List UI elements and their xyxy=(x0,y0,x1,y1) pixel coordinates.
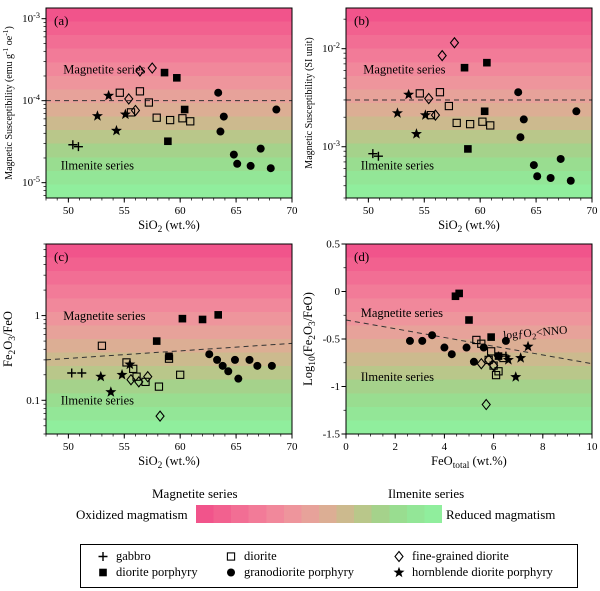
colorbar-ilmenite-series-label: Ilmenite series xyxy=(388,486,465,501)
svg-text:Magnetite series: Magnetite series xyxy=(363,63,445,77)
legend-item-diorite: diorite xyxy=(223,549,391,564)
svg-text:SiO2 (wt.%): SiO2 (wt.%) xyxy=(438,218,500,235)
legend-label: diorite xyxy=(244,549,277,563)
svg-text:10: 10 xyxy=(587,441,599,453)
legend-label: gabbro xyxy=(116,549,151,563)
legend-label: diorite porphyry xyxy=(116,565,198,579)
svg-text:Log10(Fe2O3/FeO): Log10(Fe2O3/FeO) xyxy=(301,292,318,386)
open-square-icon xyxy=(226,552,236,561)
svg-text:Magnetite series: Magnetite series xyxy=(63,63,145,77)
svg-text:70: 70 xyxy=(287,441,299,453)
svg-text:10-5: 10-5 xyxy=(22,175,40,189)
legend-label: granodiorite porphyry xyxy=(244,565,355,579)
svg-text:10-2: 10-2 xyxy=(322,41,340,55)
svg-text:50: 50 xyxy=(63,441,75,453)
svg-text:-1.5: -1.5 xyxy=(323,429,341,441)
panel-a-chart: Magnetite series Ilmenite series 50 55 60 65 7… xyxy=(1,7,299,235)
svg-text:Magnetic Susceptibility (SI un: Magnetic Susceptibility (SI unit) xyxy=(304,37,315,168)
filled-circle-icon xyxy=(227,568,235,577)
panel-b-chart: Magnetite series Ilmenite series 50 55 60 65 7… xyxy=(304,7,599,235)
legend: gabbro diorite fine-grained diorite diorite… xyxy=(80,544,578,588)
svg-text:55: 55 xyxy=(419,205,431,217)
svg-text:(a): (a) xyxy=(54,13,68,28)
svg-text:50: 50 xyxy=(63,205,75,217)
legend-item-fine-grained-diorite: fine-grained diorite xyxy=(391,549,583,564)
svg-text:60: 60 xyxy=(475,205,487,217)
svg-text:0.1: 0.1 xyxy=(26,395,40,407)
svg-text:0: 0 xyxy=(335,286,341,298)
legend-item-hornblende-diorite-porphyry: hornblende diorite porphyry xyxy=(391,565,583,580)
plus-icon xyxy=(98,552,108,561)
svg-text:SiO2 (wt.%): SiO2 (wt.%) xyxy=(138,454,200,471)
svg-text:8: 8 xyxy=(540,441,546,453)
svg-text:70: 70 xyxy=(587,205,599,217)
svg-text:65: 65 xyxy=(231,441,243,453)
svg-text:logƒO2<NNO: logƒO2<NNO xyxy=(503,324,568,344)
svg-text:6: 6 xyxy=(491,441,497,453)
svg-text:10-4: 10-4 xyxy=(22,93,40,107)
svg-text:Magnetic Susceptibility (emu g: Magnetic Susceptibility (emu g-1 oe-1) xyxy=(1,26,15,180)
colorbar-reduced-magmatism-label: Reduced magmatism xyxy=(446,507,556,522)
svg-text:60: 60 xyxy=(175,205,187,217)
colorbar-gradient xyxy=(196,505,442,523)
legend-label: hornblende diorite porphyry xyxy=(412,565,553,579)
svg-text:Fe2O3/FeO: Fe2O3/FeO xyxy=(1,311,18,367)
panel-d-chart: Magnetite series Ilmenite series logƒO2<NN… xyxy=(301,239,599,472)
svg-text:10-3: 10-3 xyxy=(322,139,340,153)
svg-text:10-3: 10-3 xyxy=(22,11,40,25)
svg-text:70: 70 xyxy=(287,205,299,217)
svg-text:(b): (b) xyxy=(354,13,369,28)
colorbar-oxidized-magmatism-label: Oxidized magmatism xyxy=(76,507,188,522)
svg-text:55: 55 xyxy=(119,205,131,217)
svg-text:(d): (d) xyxy=(354,249,369,264)
open-diamond-icon xyxy=(394,550,404,563)
legend-item-granodiorite-porphyry: granodiorite porphyry xyxy=(223,565,391,580)
svg-text:0.5: 0.5 xyxy=(326,239,340,251)
star-icon xyxy=(393,566,405,578)
colorbar-magnetite-series-label: Magnetite series xyxy=(152,486,238,501)
svg-text:2: 2 xyxy=(392,441,398,453)
svg-text:65: 65 xyxy=(531,205,543,217)
svg-text:-0.5: -0.5 xyxy=(323,334,341,346)
svg-text:Ilmenite series: Ilmenite series xyxy=(361,370,434,384)
svg-text:Magnetite series: Magnetite series xyxy=(63,309,145,323)
legend-item-diorite-porphyry: diorite porphyry xyxy=(95,565,223,580)
svg-text:Ilmenite series: Ilmenite series xyxy=(61,159,134,173)
svg-text:FeOtotal (wt.%): FeOtotal (wt.%) xyxy=(431,454,507,471)
svg-text:1: 1 xyxy=(35,310,41,322)
colorbar-block: Magnetite series Ilmenite series Oxidize… xyxy=(0,474,600,538)
legend-item-gabbro: gabbro xyxy=(95,549,223,564)
panel-c-chart: Magnetite series Ilmenite series 50 55 60 65 7… xyxy=(1,243,299,471)
svg-text:50: 50 xyxy=(363,205,375,217)
svg-text:55: 55 xyxy=(119,441,131,453)
svg-text:Magnetite series: Magnetite series xyxy=(361,306,443,320)
svg-text:-1: -1 xyxy=(331,381,340,393)
legend-label: fine-grained diorite xyxy=(412,549,509,563)
svg-text:65: 65 xyxy=(231,205,243,217)
svg-text:SiO2 (wt.%): SiO2 (wt.%) xyxy=(138,218,200,235)
svg-text:(c): (c) xyxy=(54,249,68,264)
svg-text:60: 60 xyxy=(175,441,187,453)
svg-text:Ilmenite series: Ilmenite series xyxy=(361,159,434,173)
svg-text:Ilmenite series: Ilmenite series xyxy=(61,394,134,408)
svg-text:4: 4 xyxy=(442,441,448,453)
svg-text:0: 0 xyxy=(343,441,349,453)
filled-square-icon xyxy=(99,568,107,577)
